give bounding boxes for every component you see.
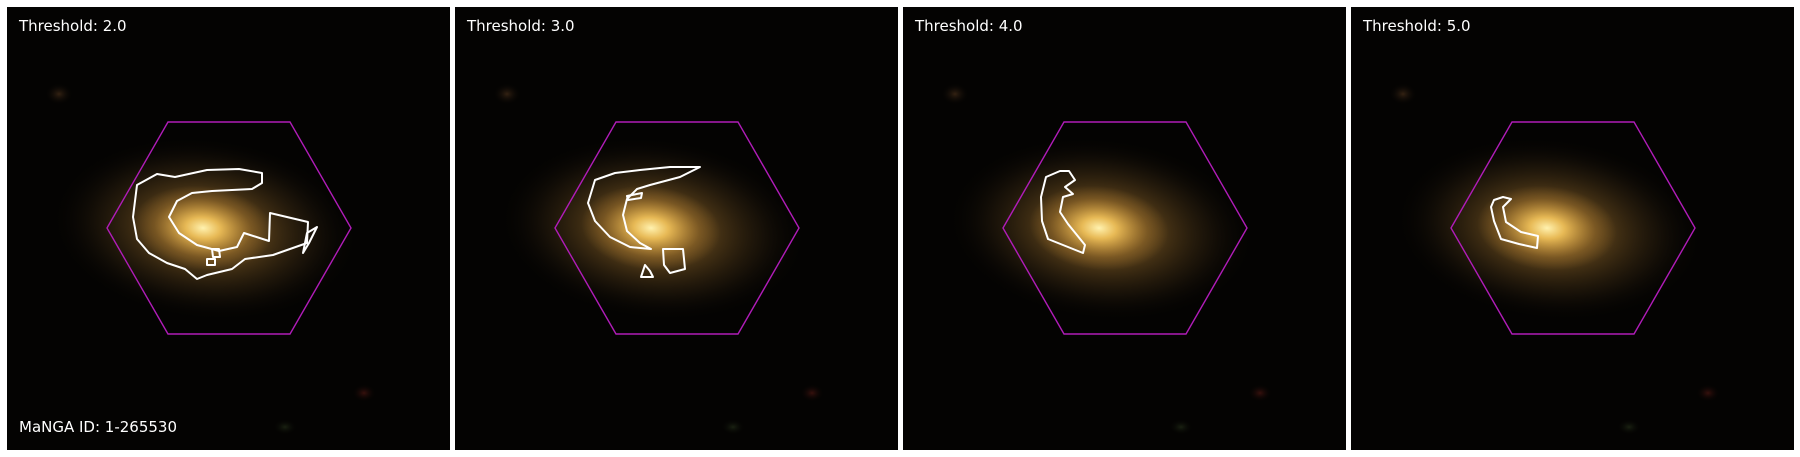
contour-line (132, 168, 309, 280)
contour-line (206, 258, 216, 266)
ifu-hexagon (106, 121, 352, 335)
contour-group (1040, 170, 1086, 254)
galaxy-image (7, 7, 450, 450)
contour-line (587, 166, 701, 250)
ifu-hexagon (1450, 121, 1696, 335)
ifu-hexagon (554, 121, 800, 335)
ifu-hexagon (1002, 121, 1248, 335)
threshold-panel-1: Threshold: 2.0 MaNGA ID: 1-265530 (7, 7, 450, 450)
manga-id-label: MaNGA ID: 1-265530 (19, 418, 178, 436)
threshold-panel-4: Threshold: 5.0 (1351, 7, 1794, 450)
galaxy-image (903, 7, 1346, 450)
contour-line (640, 264, 654, 278)
contour-line (302, 226, 318, 254)
contour-line (662, 248, 686, 274)
galaxy-image (1351, 7, 1794, 450)
threshold-label: Threshold: 4.0 (915, 17, 1023, 35)
contour-line (626, 192, 643, 201)
threshold-panel-2: Threshold: 3.0 (455, 7, 898, 450)
contour-group (587, 166, 701, 278)
galaxy-image (455, 7, 898, 450)
contour-group (1490, 196, 1539, 249)
threshold-label: Threshold: 2.0 (19, 17, 127, 35)
contour-group (132, 168, 318, 280)
threshold-panel-3: Threshold: 4.0 (903, 7, 1346, 450)
threshold-label: Threshold: 5.0 (1363, 17, 1471, 35)
contour-line (1040, 170, 1086, 254)
threshold-label: Threshold: 3.0 (467, 17, 575, 35)
contour-line (211, 248, 221, 258)
contour-line (1490, 196, 1539, 249)
